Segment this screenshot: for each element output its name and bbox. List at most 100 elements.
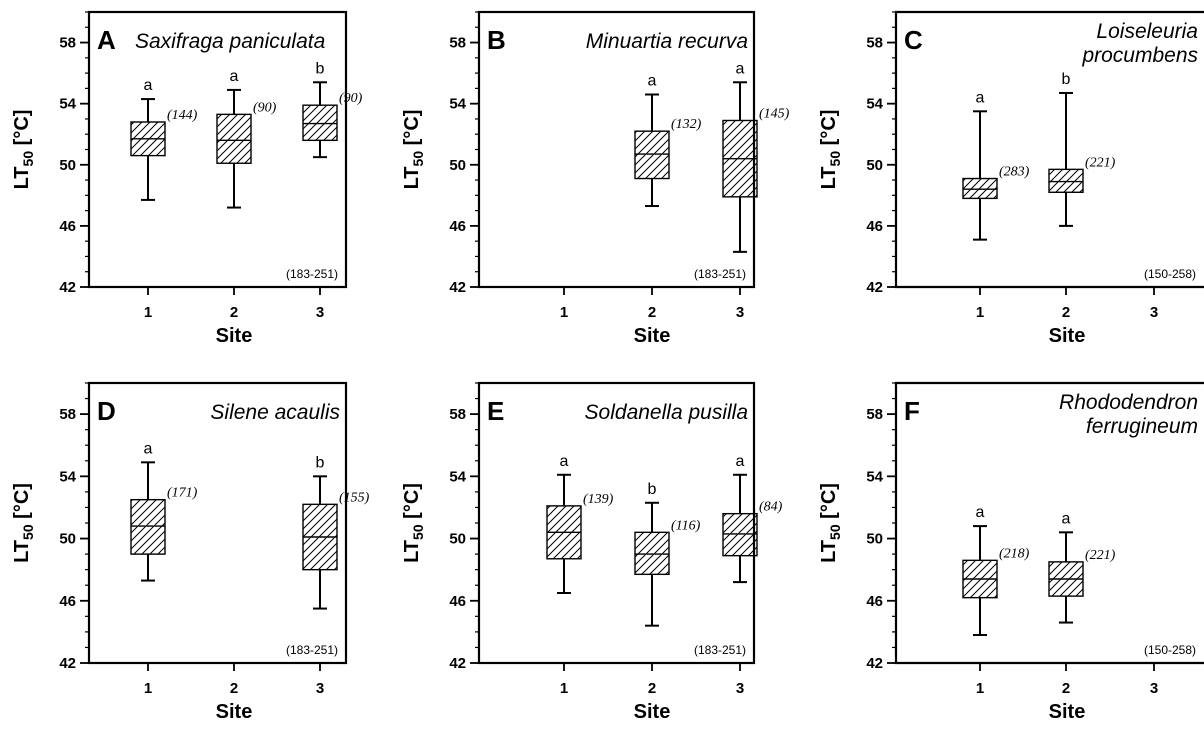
x-tick-label: 3 bbox=[1150, 680, 1158, 697]
y-tick-label: 58 bbox=[59, 35, 76, 52]
y-axis-title: LT50 [°C] bbox=[401, 483, 426, 563]
significance-letter: b bbox=[648, 481, 657, 498]
y-tick-label: 58 bbox=[59, 406, 76, 423]
box-site-1: a (139) bbox=[546, 453, 614, 594]
y-tick-label: 42 bbox=[449, 279, 466, 296]
y-axis-title-subscript: 50 bbox=[410, 524, 426, 540]
panel-letter: D bbox=[97, 396, 116, 426]
y-tick-label: 54 bbox=[449, 468, 466, 485]
y-tick-label: 54 bbox=[449, 96, 466, 113]
sample-size-label: (155) bbox=[339, 490, 370, 505]
day-range-label: (150-258) bbox=[1144, 643, 1196, 657]
y-tick-label: 50 bbox=[449, 157, 466, 174]
y-tick-label: 50 bbox=[866, 531, 883, 548]
sample-size-label: (171) bbox=[167, 486, 198, 501]
sample-size-label: (145) bbox=[759, 106, 790, 121]
y-tick-label: 50 bbox=[866, 157, 883, 174]
y-axis-title-subscript: 50 bbox=[20, 524, 36, 540]
box-site-2: a (90) bbox=[216, 68, 277, 209]
x-axis-title: Site bbox=[634, 701, 671, 723]
y-axis-title-main: LT bbox=[401, 540, 423, 563]
y-tick-label: 42 bbox=[866, 279, 883, 296]
x-tick-label: 2 bbox=[1062, 680, 1070, 697]
box-site-1: a (171) bbox=[130, 440, 198, 582]
y-axis-title-main: LT bbox=[818, 166, 840, 189]
significance-letter: a bbox=[230, 68, 239, 85]
plot-frame bbox=[477, 10, 756, 289]
significance-letter: a bbox=[144, 77, 153, 94]
y-tick-label: 50 bbox=[59, 531, 76, 548]
significance-letter: a bbox=[976, 504, 985, 521]
species-name: Silene acaulis bbox=[210, 401, 340, 424]
significance-letter: a bbox=[1062, 510, 1071, 527]
y-axis-title-unit: [°C] bbox=[11, 110, 33, 151]
box-site-1: a (283) bbox=[962, 89, 1030, 241]
x-tick-label: 3 bbox=[1150, 304, 1158, 321]
day-range-label: (183-251) bbox=[286, 643, 338, 657]
sample-size-label: (139) bbox=[583, 492, 614, 507]
significance-letter: a bbox=[736, 60, 745, 77]
y-axis-title-unit: [°C] bbox=[11, 483, 33, 524]
sample-size-label: (84) bbox=[759, 500, 783, 515]
y-axis-title-subscript: 50 bbox=[410, 151, 426, 167]
plot-frame bbox=[477, 381, 756, 665]
box-site-3: b (155) bbox=[302, 454, 370, 610]
y-axis-title-main: LT bbox=[818, 540, 840, 563]
significance-letter: a bbox=[560, 453, 569, 470]
y-axis-title-main: LT bbox=[11, 166, 33, 189]
species-name: Soldanella pusilla bbox=[585, 401, 748, 424]
iqr-box bbox=[1048, 168, 1084, 193]
species-name: Minuartia recurva bbox=[586, 30, 748, 53]
y-tick-label: 46 bbox=[449, 218, 466, 235]
iqr-box bbox=[634, 130, 670, 180]
x-tick-label: 2 bbox=[648, 304, 656, 321]
box-site-2: a (132) bbox=[634, 73, 702, 208]
box-site-3: b (90) bbox=[302, 60, 363, 159]
iqr-box bbox=[962, 177, 998, 200]
x-tick-label: 1 bbox=[976, 680, 984, 697]
box-site-1: a (218) bbox=[962, 504, 1030, 636]
box-site-2: b (221) bbox=[1048, 71, 1116, 227]
x-tick-label: 1 bbox=[144, 680, 152, 697]
day-range-label: (183-251) bbox=[694, 643, 746, 657]
species-name-line: Loiseleuria bbox=[1096, 20, 1198, 43]
y-axis-title-unit: [°C] bbox=[401, 483, 423, 524]
y-tick-label: 58 bbox=[449, 406, 466, 423]
x-tick-label: 2 bbox=[230, 680, 238, 697]
y-tick-label: 46 bbox=[449, 593, 466, 610]
x-tick-label: 3 bbox=[316, 304, 324, 321]
y-tick-label: 58 bbox=[449, 35, 466, 52]
panel-letter: B bbox=[487, 25, 506, 55]
iqr-box bbox=[302, 104, 338, 142]
sample-size-label: (90) bbox=[253, 100, 277, 115]
y-tick-label: 54 bbox=[866, 468, 883, 485]
sample-size-label: (218) bbox=[999, 546, 1030, 561]
x-tick-label: 3 bbox=[736, 304, 744, 321]
x-axis-title: Site bbox=[1049, 701, 1086, 723]
x-axis-title: Site bbox=[216, 701, 253, 723]
y-tick-label: 46 bbox=[59, 218, 76, 235]
sample-size-label: (116) bbox=[671, 518, 701, 533]
y-axis-title-subscript: 50 bbox=[827, 524, 843, 540]
species-name-line: Rhododendron bbox=[1059, 391, 1198, 414]
significance-letter: a bbox=[144, 440, 153, 457]
y-axis-title-subscript: 50 bbox=[827, 151, 843, 167]
y-tick-label: 42 bbox=[449, 655, 466, 672]
day-range-label: (150-258) bbox=[1144, 267, 1196, 281]
sample-size-label: (221) bbox=[1085, 548, 1116, 563]
y-axis-title: LT50 [°C] bbox=[818, 483, 843, 563]
significance-letter: b bbox=[1062, 71, 1071, 88]
y-axis-title: LT50 [°C] bbox=[818, 110, 843, 190]
box-site-3: a (84) bbox=[722, 453, 783, 584]
sample-size-label: (132) bbox=[671, 117, 702, 132]
day-range-label: (183-251) bbox=[694, 267, 746, 281]
x-tick-label: 2 bbox=[648, 680, 656, 697]
panel-letter: C bbox=[904, 25, 923, 55]
species-name-line: ferrugineum bbox=[1086, 415, 1198, 438]
x-tick-label: 3 bbox=[316, 680, 324, 697]
